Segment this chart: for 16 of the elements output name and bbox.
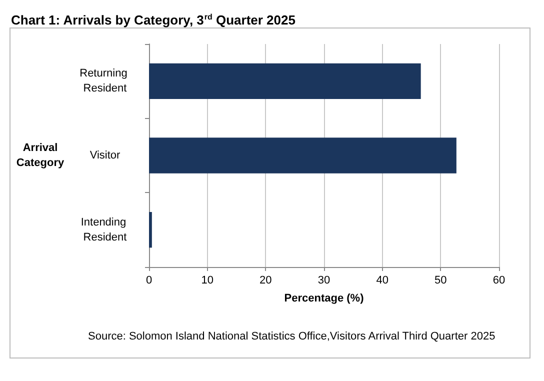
x-tick-label: 60: [492, 274, 506, 286]
x-tick-label: 10: [201, 274, 214, 286]
source-note: Source: Solomon Island National Statistics Office,Visitors Arrival Third Quarter 2025: [88, 330, 496, 342]
y-tick-label: Returning Resident: [80, 68, 130, 95]
bar: [149, 138, 456, 174]
x-axis-title: Percentage (%): [284, 292, 364, 304]
y-tick-label: Intending Resident: [80, 216, 130, 244]
x-tick-label: 50: [434, 274, 447, 286]
x-tick-label: 0: [146, 274, 152, 286]
y-axis-title: Arrival Category: [16, 142, 65, 169]
y-tick-label: Visitor: [90, 150, 121, 162]
bar: [149, 212, 152, 248]
x-tick-label: 20: [260, 274, 272, 286]
x-tick-label: 30: [318, 274, 330, 286]
bar: [149, 63, 421, 100]
x-tick-label: 40: [376, 274, 388, 286]
